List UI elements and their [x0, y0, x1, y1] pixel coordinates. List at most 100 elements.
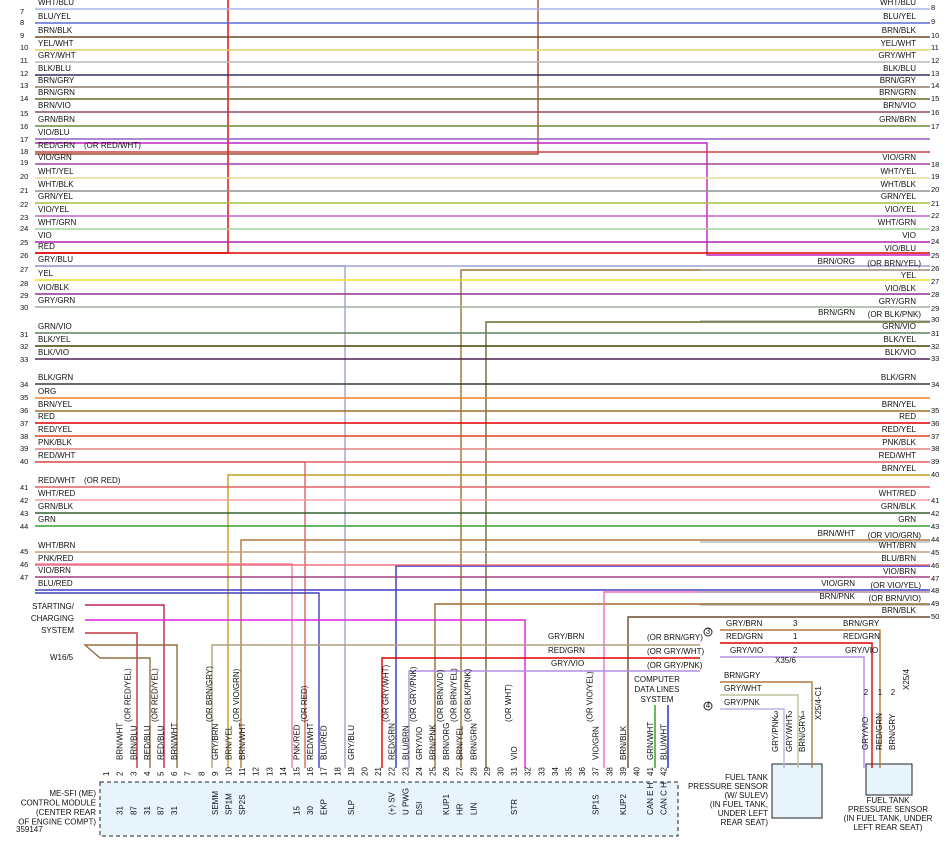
annotation: PRESSURE SENSOR — [688, 782, 768, 791]
wire-label: PNK/BLK — [882, 438, 916, 447]
pin-function: 87 — [129, 806, 138, 815]
wire — [720, 656, 865, 768]
annotation: CHARGING — [31, 614, 74, 623]
wire — [85, 619, 526, 768]
annotation: SYSTEM — [41, 626, 74, 635]
pin-note: (OR VIO/GRN) — [232, 668, 241, 722]
pin-number: 35 — [565, 767, 574, 776]
wire-number: 37 — [20, 419, 28, 428]
wire-label: BLU/YEL — [883, 12, 916, 21]
wire-number: 32 — [20, 342, 28, 351]
wire-number: 42 — [20, 496, 28, 505]
annotation: 1 — [801, 710, 806, 719]
wire-number: 15 — [931, 94, 939, 103]
annotation: GRY/VIO — [845, 646, 878, 655]
wire-number: 11 — [20, 56, 28, 65]
pin-number: 40 — [633, 767, 642, 776]
pin-note: (OR RED) — [300, 685, 309, 722]
annotation: RED/GRN — [726, 632, 763, 641]
wire-number: 36 — [20, 406, 28, 415]
wire-number: 44 — [20, 522, 28, 531]
wire-number: 16 — [931, 108, 939, 117]
wire-label: WHT/BLK — [880, 180, 916, 189]
wire-label: RED/WHT — [38, 476, 75, 485]
pin-number: 20 — [361, 767, 370, 776]
wire-number: 25 — [20, 238, 28, 247]
wire-label: GRN/BRN — [879, 115, 916, 124]
wire-label: YEL — [901, 271, 917, 280]
wire-number: 22 — [931, 211, 939, 220]
wire-label: BRN/VIO — [883, 101, 916, 110]
pin-function: KUP1 — [442, 794, 451, 815]
annotation: 3 — [793, 619, 798, 628]
annotation: GRY/VIO — [730, 646, 763, 655]
annotation: GRY/WHT — [785, 714, 794, 752]
wire-number: 14 — [20, 94, 28, 103]
pin-note: (OR VIO/YEL) — [586, 671, 595, 722]
wire-label: RED/WHT — [879, 451, 916, 460]
pin-number: 29 — [483, 767, 492, 776]
wire-label: WHT/GRN — [38, 218, 76, 227]
pin-number: 22 — [388, 767, 397, 776]
wire-label: RED/YEL — [38, 425, 73, 434]
annotation: FUEL TANK — [725, 773, 769, 782]
pin-number: 31 — [510, 767, 519, 776]
wire — [35, 563, 293, 768]
pin-number: 27 — [456, 767, 465, 776]
wire-label: WHT/BLU — [880, 0, 916, 7]
module-label: (CENTER REAR — [36, 808, 96, 817]
wire-number: 15 — [20, 109, 28, 118]
pin-number: 32 — [524, 767, 533, 776]
pin-wire: BLU/WHT — [660, 724, 669, 760]
annotation: GRY/BRN — [726, 619, 763, 628]
pin-wire: GRN/WHT — [646, 722, 655, 760]
annotation: (IN FUEL TANK, — [710, 800, 768, 809]
wire-number: 31 — [20, 330, 28, 339]
wire — [408, 670, 700, 768]
wire-number: 30 — [931, 315, 939, 324]
wire-number: 31 — [931, 329, 939, 338]
wire-label: BRN/GRN — [38, 88, 75, 97]
wire-label: WHT/RED — [38, 489, 76, 498]
wire-label: BRN/BLK — [38, 26, 73, 35]
wire-label: BRN/BLK — [882, 26, 917, 35]
wire-number: 22 — [20, 200, 28, 209]
wire — [85, 604, 165, 768]
wire — [100, 657, 151, 768]
pin-note: (OR BRN/VIO) — [436, 669, 445, 722]
wire — [35, 592, 320, 768]
wire-number: 45 — [931, 548, 939, 557]
annotation: RED/GRN — [875, 713, 884, 750]
wire-label: VIO — [902, 231, 916, 240]
annotation: RED/GRN — [548, 646, 585, 655]
annotation: GRY/WHT — [724, 684, 762, 693]
pin-number: 10 — [225, 767, 234, 776]
annotation: FUEL TANK — [867, 796, 911, 805]
wire-number: 19 — [931, 172, 939, 181]
pin-wire: VIO — [510, 746, 519, 760]
wire — [381, 657, 700, 768]
wire-label: GRY/WHT — [38, 51, 76, 60]
wire-number: 20 — [931, 185, 939, 194]
wire-number: 20 — [20, 172, 28, 181]
wire-label: VIO/GRN — [882, 153, 916, 162]
wire-label: RED/WHT — [38, 451, 75, 460]
wire-label: WHT/BLU — [38, 0, 74, 7]
wire-number: 10 — [20, 43, 28, 52]
wire-label: GRY/GRN — [38, 296, 75, 305]
wire-label: GRN/BLK — [38, 502, 74, 511]
pin-number: 14 — [279, 767, 288, 776]
wire-number: 13 — [20, 81, 28, 90]
wire-label: GRN/BLK — [881, 502, 917, 511]
wire-number: 26 — [931, 264, 939, 273]
wire-label: GRN — [898, 515, 916, 524]
wire — [35, 142, 930, 256]
wire-number: 30 — [20, 303, 28, 312]
wire-number: 47 — [20, 573, 28, 582]
wire-label: GRN/VIO — [882, 322, 916, 331]
wire-label: VIO/BLU — [884, 244, 916, 253]
pin-function: LIN — [469, 802, 478, 815]
pin-wire: BLU/BRN — [401, 725, 410, 760]
pin-function: CAN E H — [646, 782, 655, 815]
pin-function: 31 — [170, 806, 179, 815]
